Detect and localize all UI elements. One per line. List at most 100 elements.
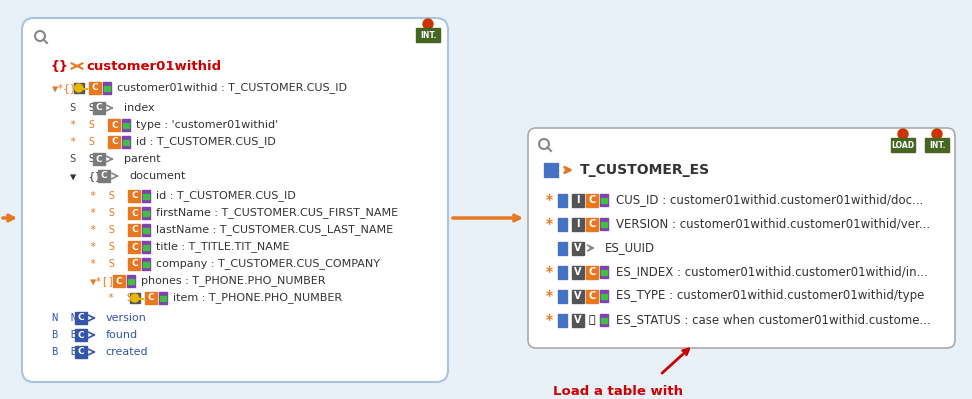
Bar — [572, 290, 584, 302]
Bar — [601, 294, 607, 299]
Bar — [572, 314, 584, 326]
Circle shape — [423, 19, 433, 29]
Bar — [126, 275, 135, 287]
Circle shape — [131, 294, 139, 302]
Text: *  S  S: * S S — [70, 137, 114, 147]
Bar — [109, 119, 121, 131]
Text: C: C — [588, 219, 596, 229]
Bar — [601, 270, 607, 275]
Text: version: version — [106, 313, 147, 323]
Text: C: C — [116, 277, 122, 286]
Bar — [74, 83, 84, 93]
Text: B  B: B B — [52, 347, 77, 357]
Text: title : T_TITLE.TIT_NAME: title : T_TITLE.TIT_NAME — [156, 241, 290, 253]
Bar — [549, 163, 553, 167]
Text: C: C — [131, 225, 138, 235]
Bar — [572, 265, 584, 279]
Text: firstName : T_CUSTOMER.CUS_FIRST_NAME: firstName : T_CUSTOMER.CUS_FIRST_NAME — [156, 207, 399, 219]
Bar — [144, 194, 150, 199]
Bar — [600, 314, 608, 326]
Bar — [600, 218, 608, 230]
Bar — [143, 190, 151, 202]
Bar — [144, 245, 150, 250]
Bar — [544, 163, 548, 167]
Bar — [128, 258, 140, 270]
Text: C: C — [588, 195, 596, 205]
Text: C: C — [111, 138, 118, 146]
Bar — [122, 119, 130, 131]
FancyBboxPatch shape — [528, 128, 955, 348]
Bar — [103, 82, 111, 94]
Bar — [92, 102, 105, 114]
Text: ▼*{}: ▼*{} — [52, 83, 77, 93]
Bar — [123, 140, 129, 145]
Text: lastName : T_CUSTOMER.CUS_LAST_NAME: lastName : T_CUSTOMER.CUS_LAST_NAME — [156, 225, 394, 235]
Bar — [113, 275, 124, 287]
Bar — [130, 293, 140, 303]
Bar — [127, 279, 134, 284]
Bar — [572, 217, 584, 231]
Text: I: I — [576, 219, 579, 229]
Text: *  S  S: * S S — [70, 120, 114, 130]
Bar — [144, 228, 150, 233]
Text: type : 'customer01withid': type : 'customer01withid' — [136, 120, 279, 130]
Text: *: * — [546, 265, 553, 279]
Text: V: V — [574, 315, 582, 325]
Bar — [75, 312, 87, 324]
Bar — [143, 241, 151, 253]
Text: INT.: INT. — [420, 30, 436, 40]
Text: index: index — [123, 103, 155, 113]
Bar — [600, 194, 608, 206]
Text: customer01withid : T_CUSTOMER.CUS_ID: customer01withid : T_CUSTOMER.CUS_ID — [117, 83, 347, 93]
Bar — [891, 138, 915, 152]
Text: C: C — [588, 291, 596, 301]
Bar — [109, 136, 121, 148]
Bar — [88, 82, 101, 94]
Text: V: V — [574, 291, 582, 301]
Text: B  B: B B — [52, 330, 77, 340]
Bar — [558, 194, 562, 207]
Text: *  S  S: * S S — [90, 242, 134, 252]
Text: CUS_ID : customer01withid.customer01withid/doc...: CUS_ID : customer01withid.customer01with… — [616, 194, 923, 207]
Text: ▼  {}: ▼ {} — [70, 171, 101, 181]
Text: C: C — [131, 243, 138, 251]
Bar — [586, 194, 598, 207]
Bar — [416, 28, 440, 42]
Bar — [925, 138, 949, 152]
Text: customer01withid: customer01withid — [86, 59, 221, 73]
Text: LOAD: LOAD — [891, 140, 915, 150]
Bar — [558, 290, 562, 302]
Bar — [600, 290, 608, 302]
Bar — [563, 217, 567, 231]
Text: company : T_CUSTOMER.CUS_COMPANY: company : T_CUSTOMER.CUS_COMPANY — [156, 259, 380, 269]
Text: id : T_CUSTOMER.CUS_ID: id : T_CUSTOMER.CUS_ID — [156, 191, 296, 201]
Circle shape — [932, 129, 942, 139]
Text: S  S: S S — [70, 103, 95, 113]
Bar — [601, 222, 607, 227]
Text: phones : T_PHONE.PHO_NUMBER: phones : T_PHONE.PHO_NUMBER — [141, 276, 326, 286]
Bar — [549, 168, 553, 172]
Bar — [104, 86, 110, 91]
Bar — [75, 346, 87, 358]
Text: C: C — [91, 83, 98, 93]
Bar — [586, 265, 598, 279]
Bar — [144, 211, 150, 216]
Text: C: C — [78, 330, 85, 340]
Bar — [544, 168, 548, 172]
Text: ES_TYPE : customer01withid.customer01withid/type: ES_TYPE : customer01withid.customer01wit… — [616, 290, 924, 302]
Bar — [586, 217, 598, 231]
Bar — [558, 217, 562, 231]
Bar — [144, 262, 150, 267]
Bar — [601, 318, 607, 323]
Bar — [572, 241, 584, 255]
Text: ES_STATUS : case when customer01withid.custome...: ES_STATUS : case when customer01withid.c… — [616, 314, 931, 326]
Text: I: I — [576, 195, 579, 205]
Bar — [563, 314, 567, 326]
Text: V: V — [574, 267, 582, 277]
Bar — [128, 224, 140, 236]
Bar — [128, 190, 140, 202]
Text: C: C — [131, 209, 138, 217]
Bar — [563, 241, 567, 255]
Text: C: C — [95, 103, 102, 113]
Bar — [143, 207, 151, 219]
